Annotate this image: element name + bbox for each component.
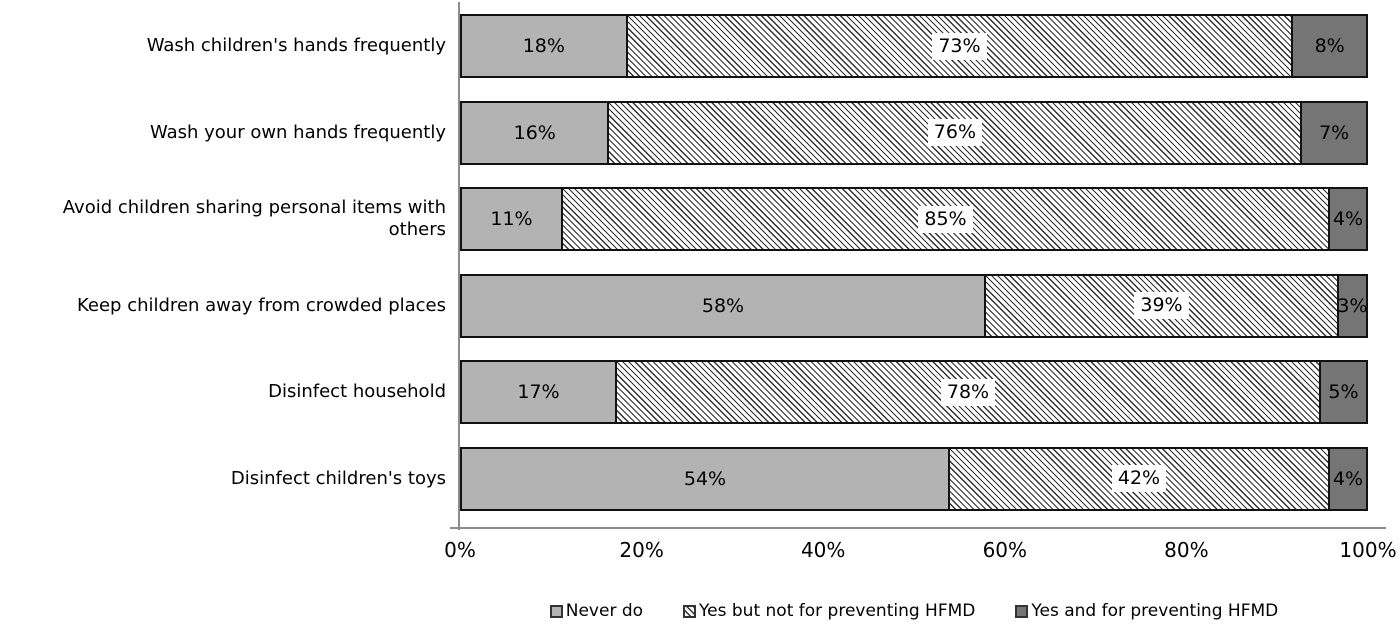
x-tick-label: 40% [800,538,846,562]
legend-item: Yes and for preventing HFMD [1015,601,1278,621]
segment-value-label: 39% [1134,292,1189,320]
bar-segment-solid-dark: 8% [1291,16,1367,77]
stacked-bar: 18% 73% 8% [460,14,1368,79]
legend-label: Never do [565,601,644,621]
category-label: Keep children away from crowded places [77,294,446,316]
x-tick-label: 100% [1339,538,1397,562]
bar-segment-hatch: 39% [984,275,1337,336]
segment-value-label: 7% [1319,121,1350,144]
bar-segment-solid-light: 17% [462,362,615,423]
category-label: Wash your own hands frequently [149,121,446,143]
chart-row: Disinfect household 17% 78% 5% [0,349,1368,436]
bar-segment-hatch: 42% [948,448,1328,509]
chart-row: Wash children's hands frequently 18% 73% 8% [0,3,1368,90]
segment-value-label: 58% [701,294,745,317]
bar-segment-solid-dark: 4% [1328,448,1366,509]
legend-marker-solid-light [549,604,563,618]
plot-rows: Wash children's hands frequently 18% 73% 8%… [0,3,1368,522]
x-axis-ticks: 0% 20% 40% 60% 80% 100% [444,538,1396,566]
segment-value-label: 42% [1111,465,1167,493]
x-tick-label: 60% [982,538,1028,562]
bar-segment-solid-light: 58% [462,275,984,336]
segment-value-label: 3% [1337,294,1368,317]
legend: Never do Yes but not for preventing HFMD Y… [460,601,1368,621]
chart-row: Keep children away from crowded places 58… [0,263,1368,350]
x-tick-label: 80% [1164,538,1209,562]
category-label: Disinfect children's toys [230,467,446,489]
x-tick-label: 0% [444,538,476,562]
stacked-bar: 17% 78% 5% [460,360,1368,425]
chart-row: Wash your own hands frequently 16% 76% 7% [0,90,1368,177]
x-tick-label: 20% [619,538,664,562]
bar-segment-hatch: 73% [625,16,1292,77]
legend-item: Never do [549,601,644,621]
bar-segment-solid-light: 18% [462,16,626,77]
segment-value-label: 4% [1332,467,1364,490]
segment-value-label: 5% [1328,381,1359,404]
bar-segment-solid-light: 54% [462,448,948,509]
segment-value-label: 76% [927,119,983,147]
legend-label: Yes and for preventing HFMD [1031,601,1279,621]
chart-row: Disinfect children's toys 54% 42% 4% [0,436,1368,523]
segment-value-label: 54% [683,467,727,490]
bar-segment-solid-light: 11% [462,189,561,250]
segment-value-label: 8% [1314,35,1345,58]
segment-value-label: 78% [940,378,996,406]
legend-item: Yes but not for preventing HFMD [683,601,975,621]
legend-label: Yes but not for preventing HFMD [699,601,976,621]
category-label: Wash children's hands frequently [146,35,446,56]
category-label: Avoid children sharing personal items wi… [62,196,446,241]
legend-marker-solid-dark [1015,604,1029,618]
segment-value-label: 18% [522,35,565,58]
stacked-bar: 16% 76% 7% [460,100,1368,165]
stacked-bar: 11% 85% 4% [460,187,1368,252]
chart-row: Avoid children sharing personal items wi… [0,176,1368,263]
bar-segment-solid-dark: 5% [1319,362,1366,423]
bar-segment-hatch: 78% [615,362,1319,423]
segment-value-label: 17% [517,381,560,404]
bar-segment-hatch: 85% [561,189,1328,250]
bar-segment-solid-dark: 4% [1328,189,1366,250]
segment-value-label: 4% [1332,208,1364,231]
segment-value-label: 11% [490,208,533,231]
bar-segment-solid-dark: 3% [1337,275,1368,336]
segment-value-label: 85% [918,205,973,233]
legend-marker-hatch [683,604,697,618]
stacked-bar: 58% 39% 3% [460,273,1368,338]
bar-segment-solid-light: 16% [462,102,608,163]
bar-segment-hatch: 76% [607,102,1301,163]
bar-segment-solid-dark: 7% [1300,102,1366,163]
segment-value-label: 16% [513,121,556,144]
y-axis-line [458,2,460,530]
stacked-bar: 54% 42% 4% [460,446,1368,511]
segment-value-label: 73% [932,32,987,60]
x-axis-line [450,527,1386,529]
category-label: Disinfect household [268,381,446,402]
